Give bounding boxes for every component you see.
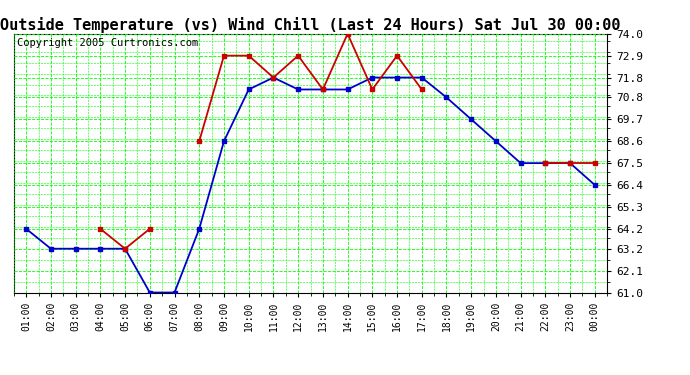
Text: Outside Temperature (vs) Wind Chill (Last 24 Hours) Sat Jul 30 00:00: Outside Temperature (vs) Wind Chill (Las… xyxy=(0,17,621,33)
Text: Copyright 2005 Curtronics.com: Copyright 2005 Curtronics.com xyxy=(17,38,198,48)
